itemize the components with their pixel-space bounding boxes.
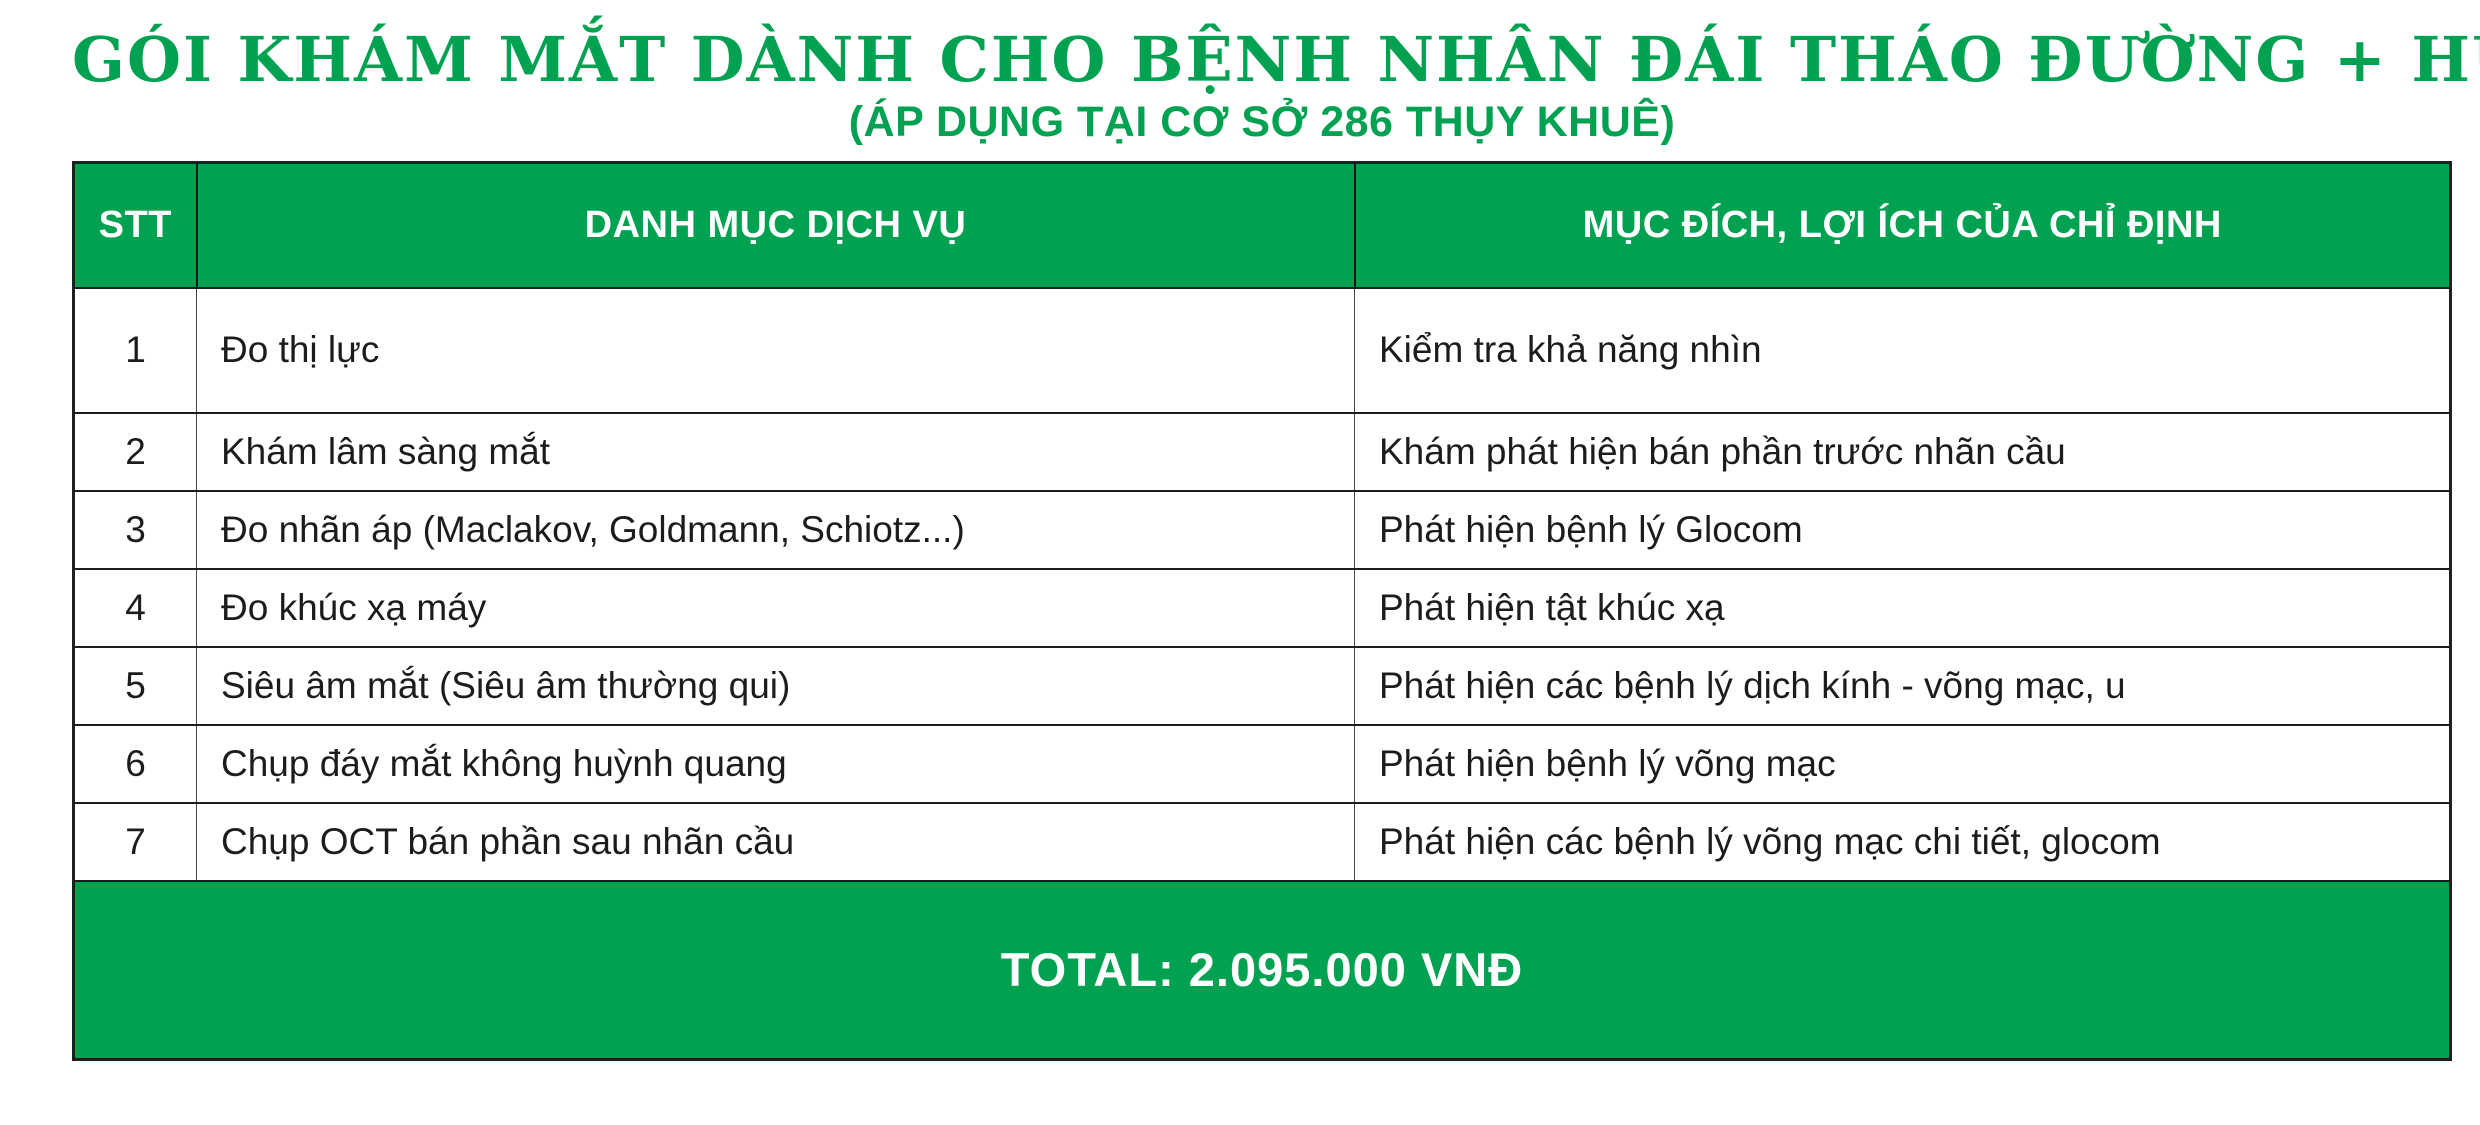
cell-service: Chụp OCT bán phần sau nhãn cầu [196,801,1355,881]
cell-stt: 2 [73,411,197,491]
cell-stt: 7 [73,801,197,881]
column-header-stt: STT [73,162,197,288]
cell-purpose: Kiểm tra khả năng nhìn [1354,286,2451,413]
table-row: 6 Chụp đáy mắt không huỳnh quang Phát hi… [73,723,2451,803]
service-table: STT DANH MỤC DỊCH VỤ MỤC ĐÍCH, LỢI ÍCH C… [72,161,2452,1062]
service-table-wrapper: STT DANH MỤC DỊCH VỤ MỤC ĐÍCH, LỢI ÍCH C… [72,161,2452,1062]
cell-stt: 3 [73,489,197,569]
cell-stt: 6 [73,723,197,803]
cell-stt: 4 [73,567,197,647]
table-row: 7 Chụp OCT bán phần sau nhãn cầu Phát hi… [73,801,2451,881]
table-row: 3 Đo nhãn áp (Maclakov, Goldmann, Schiot… [73,489,2451,569]
cell-stt: 5 [73,645,197,725]
cell-service: Đo thị lực [196,286,1355,413]
column-header-service: DANH MỤC DỊCH VỤ [195,162,1355,288]
cell-service: Siêu âm mắt (Siêu âm thường qui) [196,645,1355,725]
heading-block: GÓI KHÁM MẮT DÀNH CHO BỆNH NHÂN ĐÁI THÁO… [72,0,2480,147]
table-row: 1 Đo thị lực Kiểm tra khả năng nhìn [73,286,2451,413]
table-header-row: STT DANH MỤC DỊCH VỤ MỤC ĐÍCH, LỢI ÍCH C… [73,162,2451,288]
table-row: 2 Khám lâm sàng mắt Khám phát hiện bán p… [73,411,2451,491]
cell-purpose: Phát hiện các bệnh lý dịch kính - võng m… [1354,645,2451,725]
cell-stt: 1 [73,286,197,413]
table-header: STT DANH MỤC DỊCH VỤ MỤC ĐÍCH, LỢI ÍCH C… [73,162,2451,288]
total-row: TOTAL: 2.095.000 VNĐ [73,879,2451,1060]
column-header-purpose: MỤC ĐÍCH, LỢI ÍCH CỦA CHỈ ĐỊNH [1353,162,2451,288]
page-title: GÓI KHÁM MẮT DÀNH CHO BỆNH NHÂN ĐÁI THÁO… [72,23,2480,96]
cell-service: Khám lâm sàng mắt [196,411,1355,491]
cell-purpose: Khám phát hiện bán phần trước nhãn cầu [1354,411,2451,491]
cell-service: Đo nhãn áp (Maclakov, Goldmann, Schiotz.… [196,489,1355,569]
cell-service: Chụp đáy mắt không huỳnh quang [196,723,1355,803]
cell-service: Đo khúc xạ máy [196,567,1355,647]
cell-purpose: Phát hiện tật khúc xạ [1354,567,2451,647]
table-row: 5 Siêu âm mắt (Siêu âm thường qui) Phát … [73,645,2451,725]
table-body: 1 Đo thị lực Kiểm tra khả năng nhìn 2 Kh… [73,286,2451,881]
cell-purpose: Phát hiện bệnh lý võng mạc [1354,723,2451,803]
table-footer: TOTAL: 2.095.000 VNĐ [73,879,2451,1060]
table-row: 4 Đo khúc xạ máy Phát hiện tật khúc xạ [73,567,2451,647]
cell-purpose: Phát hiện bệnh lý Glocom [1354,489,2451,569]
page-subtitle: (ÁP DỤNG TẠI CƠ SỞ 286 THỤY KHUÊ) [848,98,1676,147]
cell-purpose: Phát hiện các bệnh lý võng mạc chi tiết,… [1354,801,2451,881]
total-label: TOTAL: 2.095.000 VNĐ [73,879,2451,1060]
